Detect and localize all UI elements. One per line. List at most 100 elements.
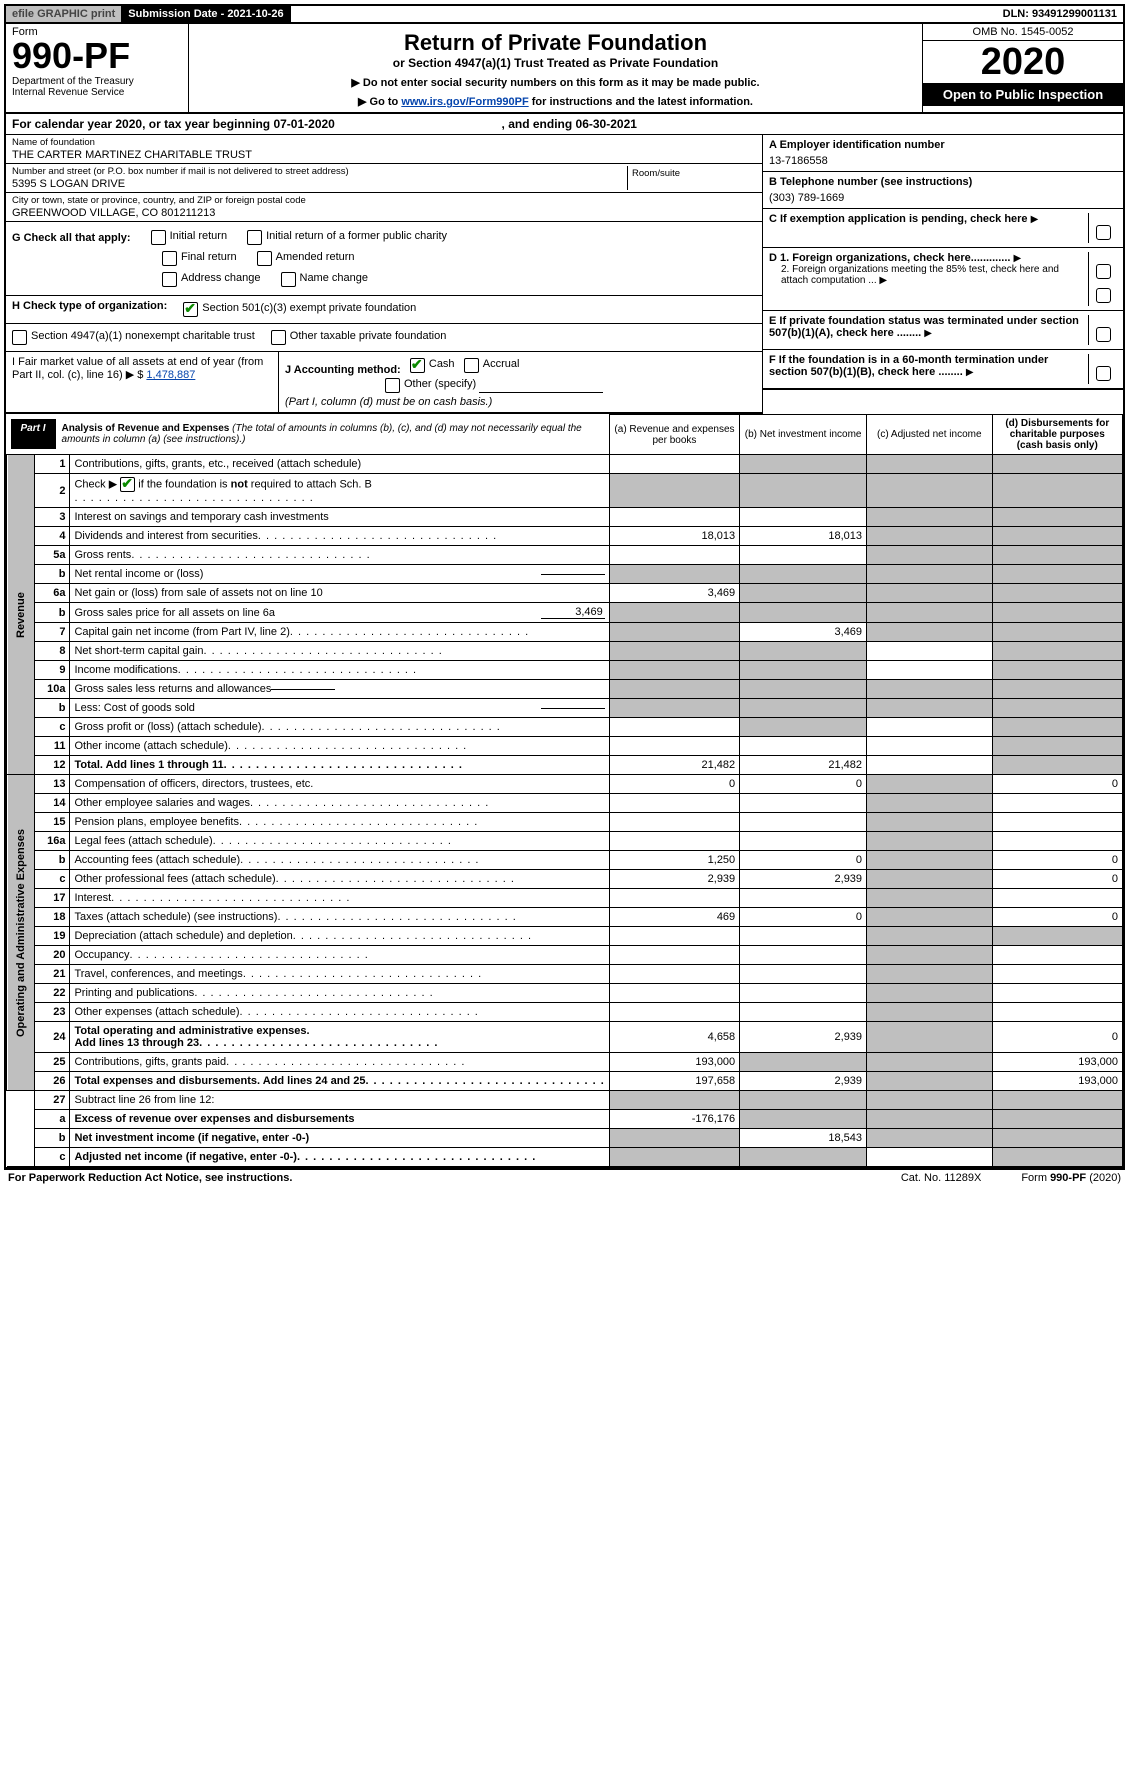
name-label: Name of foundation	[12, 137, 756, 148]
row-desc: Legal fees (attach schedule)	[70, 832, 609, 851]
part1-title: Analysis of Revenue and Expenses	[62, 423, 230, 434]
amount-cell: 469	[609, 908, 739, 927]
amount-cell	[867, 984, 992, 1003]
amount-cell: 2,939	[609, 870, 739, 889]
row-desc: Other expenses (attach schedule)	[70, 1003, 609, 1022]
ck-501c3[interactable]	[183, 302, 198, 317]
amount-cell	[867, 813, 992, 832]
ck-other-taxable[interactable]	[271, 330, 286, 345]
amount-cell	[992, 584, 1122, 603]
row-desc: Income modifications	[70, 661, 609, 680]
row-desc: Capital gain net income (from Part IV, l…	[70, 623, 609, 642]
amount-cell	[867, 870, 992, 889]
amount-cell: 0	[992, 908, 1122, 927]
footer: For Paperwork Reduction Act Notice, see …	[4, 1169, 1125, 1186]
amount-cell	[740, 1003, 867, 1022]
ck-initial-former[interactable]	[247, 230, 262, 245]
amount-cell	[867, 908, 992, 927]
side-label: Operating and Administrative Expenses	[7, 775, 35, 1091]
ck-pending[interactable]	[1096, 225, 1111, 240]
amount-cell	[609, 1091, 739, 1110]
amount-cell	[992, 718, 1122, 737]
ck-d2[interactable]	[1096, 288, 1111, 303]
row-desc: Check ▶ if the foundation is not require…	[70, 474, 609, 508]
row-desc: Gross profit or (loss) (attach schedule)	[70, 718, 609, 737]
row-desc: Depreciation (attach schedule) and deple…	[70, 927, 609, 946]
amount-cell	[609, 699, 739, 718]
f-label: F If the foundation is in a 60-month ter…	[769, 354, 1048, 378]
form-subtitle: or Section 4947(a)(1) Trust Treated as P…	[193, 56, 918, 70]
row-desc: Occupancy	[70, 946, 609, 965]
amount-cell	[867, 1110, 992, 1129]
ck-final-return[interactable]	[162, 251, 177, 266]
amount-cell	[992, 623, 1122, 642]
amount-cell: 4,658	[609, 1022, 739, 1053]
row-desc: Net investment income (if negative, ente…	[70, 1129, 609, 1148]
amount-cell: 18,013	[609, 527, 739, 546]
notice-ssn: ▶ Do not enter social security numbers o…	[193, 76, 918, 89]
amount-cell: 197,658	[609, 1072, 739, 1091]
d2-label: 2. Foreign organizations meeting the 85%…	[781, 264, 1059, 286]
amount-cell	[867, 474, 992, 508]
d1-label: D 1. Foreign organizations, check here..…	[769, 252, 1010, 264]
amount-cell	[867, 851, 992, 870]
fmv-value[interactable]: 1,478,887	[146, 369, 195, 381]
amount-cell	[992, 565, 1122, 584]
row-number: 26	[34, 1072, 70, 1091]
amount-cell	[740, 832, 867, 851]
row-desc: Total. Add lines 1 through 11	[70, 756, 609, 775]
submission-date: Submission Date - 2021-10-26	[122, 6, 290, 22]
row-desc: Total operating and administrative expen…	[70, 1022, 609, 1053]
irs-link[interactable]: www.irs.gov/Form990PF	[401, 96, 528, 108]
ein-value: 13-7186558	[769, 155, 1117, 167]
ck-name-change[interactable]	[281, 272, 296, 287]
info-row: Name of foundation THE CARTER MARTINEZ C…	[6, 135, 1123, 414]
g-opt-5: Name change	[300, 272, 369, 284]
header-row: Form 990-PF Department of the Treasury I…	[6, 24, 1123, 114]
ck-cash[interactable]	[410, 358, 425, 373]
ck-address-change[interactable]	[162, 272, 177, 287]
amount-cell	[740, 1110, 867, 1129]
ck-d1[interactable]	[1096, 264, 1111, 279]
amount-cell	[609, 965, 739, 984]
ck-f[interactable]	[1096, 366, 1111, 381]
amount-cell	[609, 623, 739, 642]
cal-mid: , and ending	[502, 117, 576, 131]
row-desc: Pension plans, employee benefits	[70, 813, 609, 832]
footer-center: Cat. No. 11289X	[861, 1172, 1022, 1184]
ck-accrual[interactable]	[464, 358, 479, 373]
amount-cell	[867, 546, 992, 565]
amount-cell	[992, 737, 1122, 756]
amount-cell	[609, 984, 739, 1003]
amount-cell	[867, 1003, 992, 1022]
ck-amended-return[interactable]	[257, 251, 272, 266]
j-opt-cash: Cash	[429, 358, 455, 370]
g-opt-2: Final return	[181, 251, 237, 263]
amount-cell	[992, 756, 1122, 775]
amount-cell	[867, 603, 992, 623]
row-number: c	[34, 870, 70, 889]
amount-cell	[867, 927, 992, 946]
amount-cell	[740, 1091, 867, 1110]
tax-year: 2020	[923, 41, 1123, 83]
row-number: 20	[34, 946, 70, 965]
amount-cell	[992, 965, 1122, 984]
amount-cell	[867, 1148, 992, 1167]
amount-cell	[740, 661, 867, 680]
row-number: 7	[34, 623, 70, 642]
amount-cell	[992, 661, 1122, 680]
amount-cell	[992, 527, 1122, 546]
ck-e[interactable]	[1096, 327, 1111, 342]
row-number: 4	[34, 527, 70, 546]
section-h: H Check type of organization: Section 50…	[6, 296, 762, 324]
form-container: efile GRAPHIC print Submission Date - 20…	[4, 4, 1125, 1169]
notice-goto-post: for instructions and the latest informat…	[529, 96, 753, 108]
room-label: Room/suite	[632, 168, 752, 179]
row-desc: Subtract line 26 from line 12:	[70, 1091, 609, 1110]
ck-4947a1[interactable]	[12, 330, 27, 345]
ck-other-method[interactable]	[385, 378, 400, 393]
amount-cell	[740, 946, 867, 965]
amount-cell	[992, 927, 1122, 946]
row-desc: Contributions, gifts, grants paid	[70, 1053, 609, 1072]
ck-initial-return[interactable]	[151, 230, 166, 245]
